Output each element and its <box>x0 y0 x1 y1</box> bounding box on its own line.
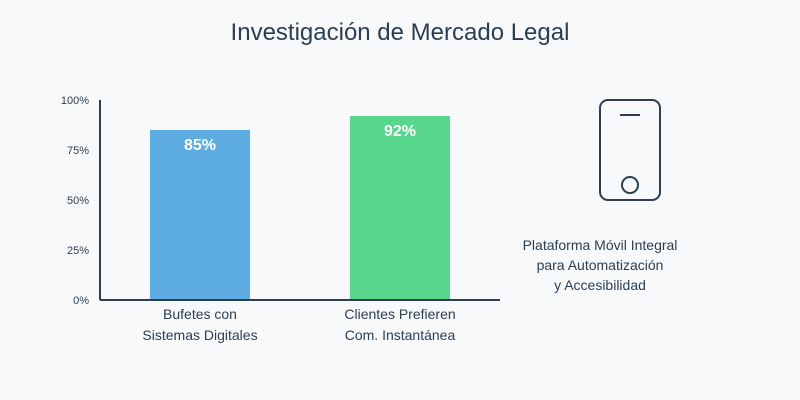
smartphone-icon <box>599 99 661 201</box>
x-category-label: Bufetes con <box>163 306 237 322</box>
y-tick-label: 75% <box>67 145 89 157</box>
bar-2 <box>350 116 450 300</box>
x-category-label: Com. Instantánea <box>345 327 456 343</box>
phone-home-button <box>621 176 639 194</box>
bars: 85% 92% <box>150 116 450 300</box>
x-category-label: Sistemas Digitales <box>142 327 257 343</box>
chart-title: Investigación de Mercado Legal <box>231 19 570 46</box>
phone-body <box>599 99 661 201</box>
y-tick-label: 100% <box>61 95 89 107</box>
y-tick-label: 25% <box>67 245 89 257</box>
side-text-line-2: para Automatización <box>537 257 664 273</box>
bar-value-label: 92% <box>384 123 416 140</box>
y-tick-label: 0% <box>73 295 89 307</box>
side-text-line-3: y Accesibilidad <box>554 277 646 293</box>
x-category-label: Clientes Prefieren <box>344 306 455 322</box>
side-text-line-1: Plataforma Móvil Integral <box>523 237 678 253</box>
bar-1 <box>150 130 250 300</box>
y-axis-ticks: 100% 75% 50% 25% 0% <box>61 95 89 307</box>
x-axis-labels: Bufetes con Sistemas Digitales Clientes Pr… <box>142 306 455 343</box>
bar-value-label: 85% <box>184 137 216 154</box>
y-tick-label: 50% <box>67 195 89 207</box>
